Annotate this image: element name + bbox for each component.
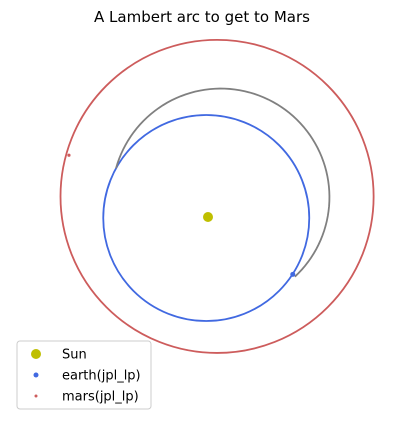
transfer-arc	[115, 87, 331, 278]
legend-label-mars: mars(jpl_lp)	[62, 390, 139, 405]
sun-marker	[203, 212, 213, 222]
legend-frame	[16, 340, 152, 410]
chart-title: A Lambert arc to get to Mars	[94, 8, 310, 26]
legend-marker-earth	[33, 372, 39, 378]
plot-area	[59, 38, 375, 354]
mars-orbit	[59, 38, 375, 354]
legend-marker-sun	[31, 349, 41, 359]
legend-label-sun: Sun	[62, 348, 87, 363]
legend-label-earth: earth(jpl_lp)	[62, 369, 141, 384]
mars-marker	[67, 153, 71, 157]
legend: Sun earth(jpl_lp) mars(jpl_lp)	[16, 340, 152, 410]
earth-marker	[290, 271, 296, 277]
earth-orbit	[102, 114, 311, 322]
legend-marker-mars	[34, 394, 38, 398]
